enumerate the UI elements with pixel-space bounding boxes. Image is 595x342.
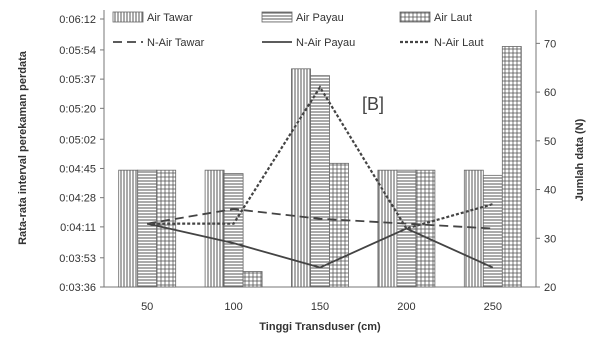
legend-swatch-bar [261,11,293,23]
line-n-air-laut [147,85,494,230]
panel-label: [B] [362,94,384,114]
left-axis-title: Rata-rata interval perekaman perdata [17,50,29,245]
left-tick-label: 0:05:20 [59,103,96,115]
right-tick-label: 20 [544,282,556,294]
legend-label: Air Payau [296,12,344,24]
legend-label: Air Tawar [147,12,193,24]
right-tick-label: 70 [544,38,556,50]
bar-air-payau [223,173,244,288]
bar-series-group [118,46,522,288]
legend-swatch-bar [112,11,144,23]
bar-air-tawar [204,169,225,288]
left-axis-ticks: 0:03:36 0:03:53 0:04:11 0:04:28 0:04:45 0:05:… [59,14,104,294]
right-tick-label: 50 [544,136,556,148]
line-series-group [147,85,494,269]
line-n-air-payau [147,222,494,269]
x-tick-label: 200 [397,301,415,313]
legend-label: N-Air Tawar [147,37,205,49]
left-tick-label: 0:03:53 [59,253,96,265]
right-axis-ticks: 20 30 40 50 60 70 [536,38,556,294]
bar-air-payau [310,75,330,288]
bar-air-laut [501,46,522,288]
x-tick-label: 100 [224,301,242,313]
left-tick-label: 0:05:37 [59,74,96,86]
right-axis-title: Jumlah data (N) [574,118,586,201]
x-tick-label: 150 [311,301,329,313]
left-tick-label: 0:04:28 [59,193,96,205]
x-tick-label: 250 [484,301,502,313]
left-tick-label: 0:05:54 [59,45,96,57]
legend-label: N-Air Laut [434,37,484,49]
legend: Air Tawar Air Payau Air Laut N-Air Tawar N-A… [112,11,484,49]
legend-label: Air Laut [434,12,472,24]
bar-air-laut [329,162,349,288]
bar-air-laut [415,169,436,288]
x-axis-ticks: 50 100 150 200 250 [141,301,502,313]
right-tick-label: 40 [544,185,556,197]
right-tick-label: 30 [544,233,556,245]
legend-label: N-Air Payau [296,37,355,49]
legend-swatch-bar [399,11,431,23]
right-tick-label: 60 [544,87,556,99]
left-tick-label: 0:04:45 [59,163,96,175]
x-axis-title: Tinggi Transduser (cm) [259,321,381,333]
left-tick-label: 0:04:11 [60,222,96,234]
bar-air-payau [137,169,158,288]
left-tick-label: 0:05:02 [59,134,96,146]
bar-air-tawar [291,68,311,288]
bar-air-tawar [118,169,139,288]
x-tick-label: 50 [141,301,153,313]
left-tick-label: 0:06:12 [59,14,96,26]
bar-air-payau [482,174,503,288]
left-tick-label: 0:03:36 [59,282,96,294]
bar-air-laut [242,271,263,288]
bar-air-tawar [463,169,484,288]
line-n-air-tawar [147,208,493,230]
